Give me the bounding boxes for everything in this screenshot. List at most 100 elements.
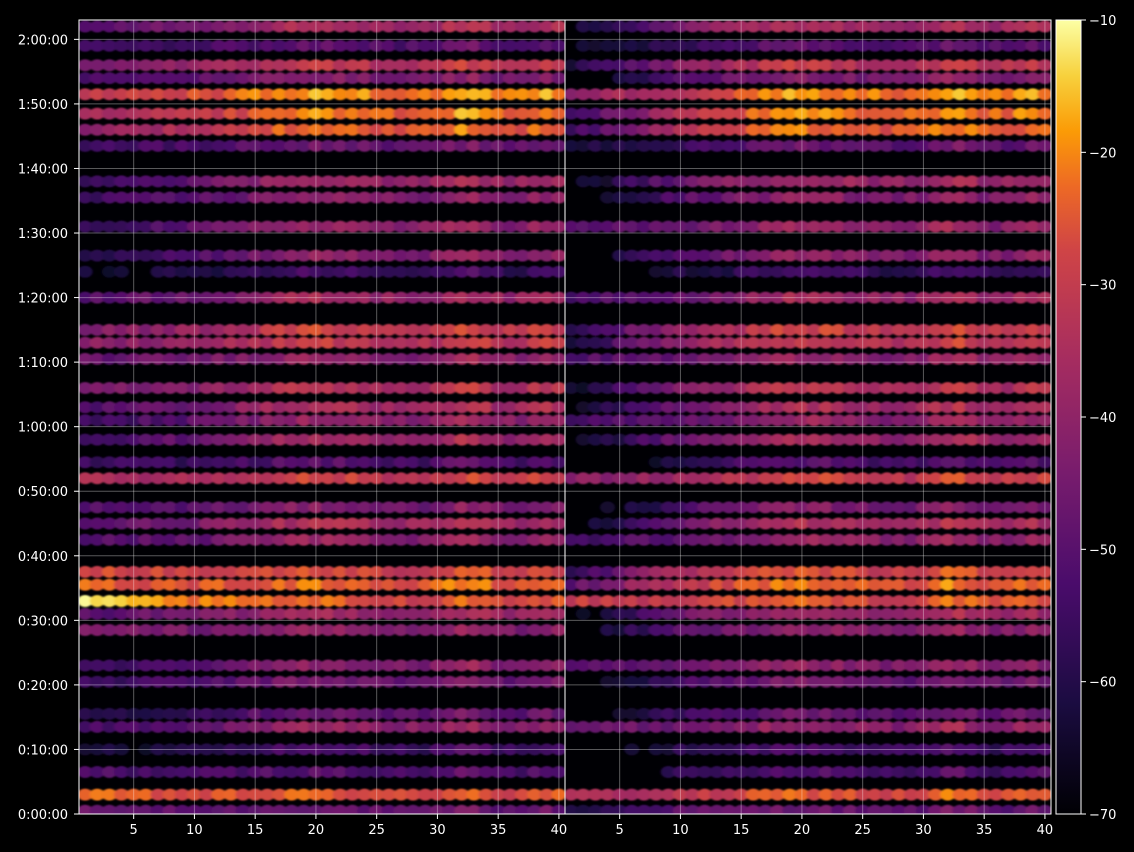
heatmap-cell (284, 707, 300, 720)
heatmap-cell (162, 766, 178, 778)
heatmap-cell (405, 220, 421, 233)
heatmap-cell (296, 139, 312, 152)
heatmap-cell (660, 265, 676, 278)
heatmap-cell (344, 565, 360, 578)
heatmap-cell (879, 456, 895, 469)
heatmap-cell (964, 624, 980, 636)
heatmap-cell (1001, 107, 1016, 120)
heatmap-cell (502, 72, 518, 85)
heatmap-cell (964, 565, 980, 578)
heatmap-cell (879, 401, 895, 414)
heatmap-cell (721, 220, 737, 233)
heatmap-cell (101, 220, 117, 233)
x-tick-label: 35 (490, 823, 507, 838)
heatmap-cell (235, 595, 251, 607)
heatmap-cell (685, 595, 701, 607)
heatmap-cell (587, 382, 603, 394)
heatmap-cell (782, 401, 798, 414)
heatmap-cell (685, 659, 701, 672)
heatmap-cell (442, 352, 458, 365)
heatmap-cell (709, 607, 725, 620)
heatmap-cell (405, 401, 421, 414)
heatmap-cell (685, 72, 701, 85)
heatmap-cell (867, 533, 883, 546)
heatmap-cell (806, 401, 822, 414)
heatmap-cell (721, 743, 737, 756)
heatmap-cell (794, 39, 810, 52)
heatmap-cell (1001, 382, 1016, 394)
heatmap-cell (551, 123, 565, 136)
heatmap-cell (721, 352, 737, 365)
heatmap-cell (320, 249, 336, 262)
heatmap-cell (988, 607, 1004, 620)
heatmap-cell (915, 433, 931, 446)
heatmap-cell (806, 578, 822, 591)
heatmap-cell (806, 720, 822, 733)
heatmap-cell (758, 249, 773, 262)
heatmap-cell (138, 565, 154, 578)
heatmap-cell (721, 249, 737, 262)
heatmap-cell (138, 766, 154, 778)
heatmap-cell (636, 88, 652, 101)
heatmap-cell (612, 624, 628, 636)
heatmap-cell (855, 565, 871, 578)
heatmap-cell (758, 291, 773, 304)
heatmap-cell (442, 59, 458, 72)
heatmap-cell (89, 291, 105, 304)
heatmap-cell (721, 107, 737, 120)
heatmap-cell (867, 456, 883, 469)
heatmap-cell (636, 433, 652, 446)
heatmap-cell (332, 766, 348, 778)
heatmap-cell (417, 517, 433, 530)
heatmap-cell (745, 88, 761, 101)
heatmap-cell (308, 291, 324, 304)
heatmap-cell (344, 20, 360, 33)
heatmap-cell (721, 175, 737, 188)
heatmap-cell (940, 139, 956, 152)
heatmap-cell (685, 123, 701, 136)
heatmap-cell (101, 659, 117, 672)
heatmap-cell (199, 607, 215, 620)
heatmap-cell (223, 707, 239, 720)
heatmap-cell (296, 472, 312, 485)
heatmap-cell (369, 249, 385, 262)
heatmap-cell (405, 191, 421, 204)
heatmap-cell (1013, 249, 1029, 262)
heatmap-cell (515, 265, 530, 278)
heatmap-cell (223, 607, 239, 620)
heatmap-cell (527, 595, 543, 607)
heatmap-cell (1001, 720, 1016, 733)
heatmap-cell (515, 336, 530, 349)
heatmap-cell (976, 766, 992, 778)
heatmap-cell (600, 433, 615, 446)
heatmap-cell (138, 456, 154, 469)
heatmap-cell (648, 175, 664, 188)
heatmap-cell (272, 72, 287, 85)
heatmap-cell (721, 401, 737, 414)
heatmap-cell (126, 595, 142, 607)
heatmap-cell (806, 472, 822, 485)
heatmap-cell (478, 249, 494, 262)
heatmap-cell (806, 191, 822, 204)
heatmap-cell (417, 595, 433, 607)
heatmap-cell (660, 595, 676, 607)
heatmap-cell (648, 565, 664, 578)
heatmap-cell (988, 743, 1004, 756)
heatmap-cell (174, 743, 190, 756)
heatmap-cell (369, 766, 385, 778)
heatmap-cell (1037, 265, 1051, 278)
heatmap-cell (830, 123, 846, 136)
heatmap-cell (174, 107, 190, 120)
heatmap-cell (1037, 72, 1051, 85)
heatmap-cell (867, 501, 883, 514)
heatmap-cell (272, 401, 287, 414)
heatmap-cell (721, 707, 737, 720)
heatmap-cell (1001, 804, 1016, 814)
heatmap-cell (417, 175, 433, 188)
heatmap-cell (697, 72, 713, 85)
heatmap-cell (1037, 20, 1051, 33)
heatmap-cell (745, 607, 761, 620)
heatmap-cell (709, 433, 725, 446)
heatmap-cell (928, 501, 944, 514)
heatmap-cell (928, 433, 944, 446)
